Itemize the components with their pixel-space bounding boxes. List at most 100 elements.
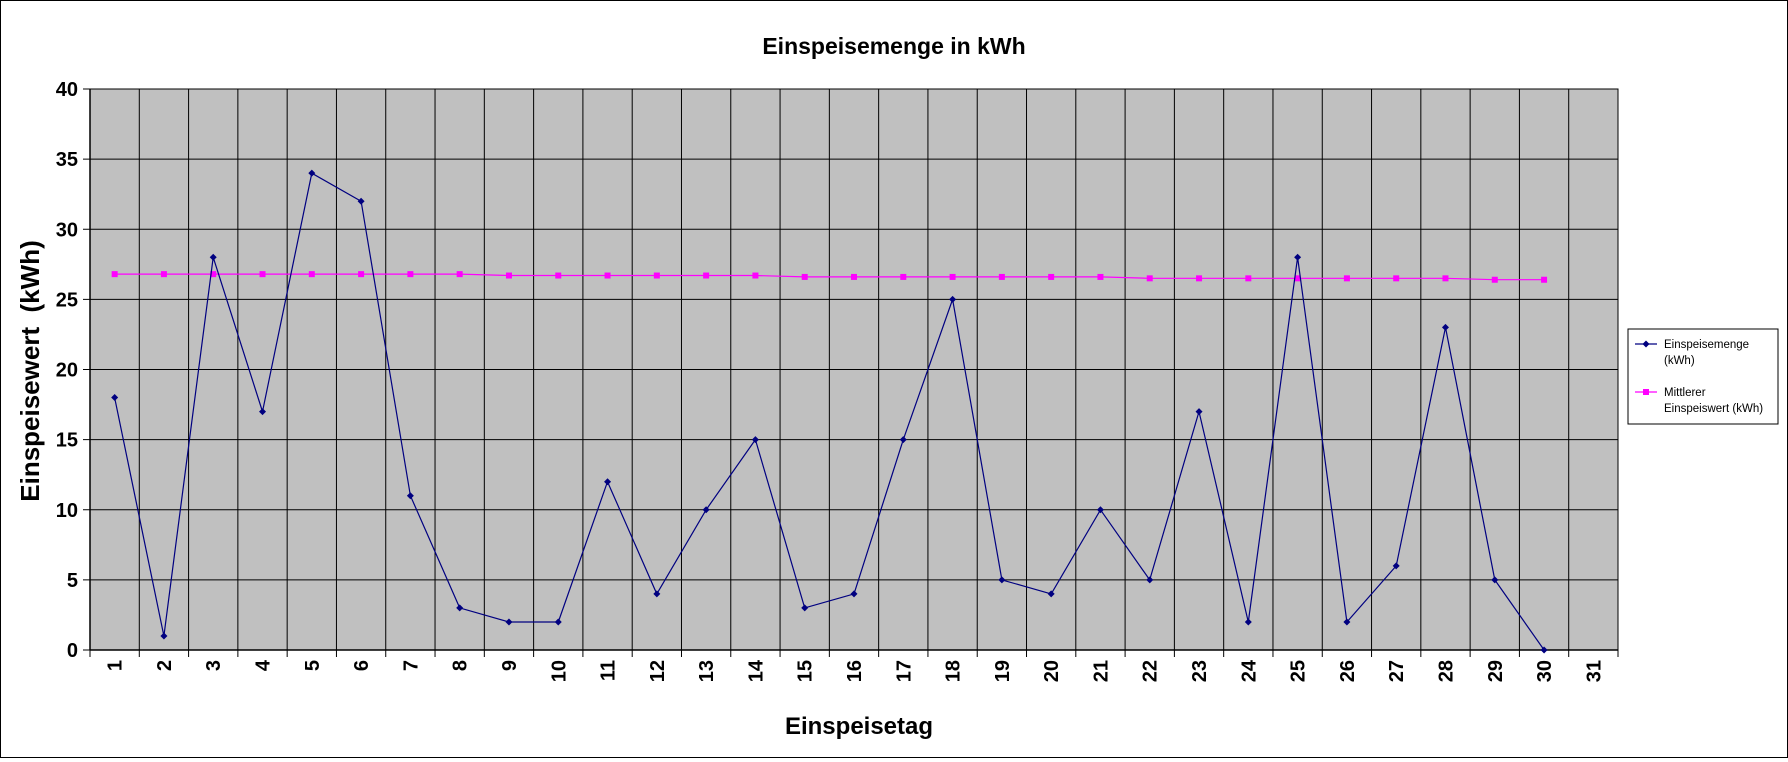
- data-point: [703, 272, 710, 279]
- x-tick-label: 14: [745, 659, 767, 682]
- legend-swatch-marker: [1642, 340, 1650, 348]
- data-point: [308, 169, 316, 177]
- axes: [83, 88, 1619, 657]
- x-tick-label: 19: [992, 660, 1014, 682]
- x-tick-label: 29: [1485, 660, 1507, 682]
- data-point: [1196, 275, 1203, 282]
- series-line: [114, 273, 1545, 281]
- data-point: [604, 272, 611, 279]
- series-layer: [111, 169, 1548, 654]
- y-tick-label: 10: [56, 500, 78, 522]
- legend-label: Einspeisemenge: [1664, 339, 1749, 351]
- data-point: [851, 273, 857, 280]
- legend-box: [1627, 328, 1779, 425]
- data-point: [899, 436, 907, 444]
- x-tick-label: 2: [154, 660, 176, 671]
- x-tick-label: 1: [105, 660, 127, 671]
- data-point: [1392, 562, 1400, 570]
- series-mittlerer-einspeiswert: [111, 271, 1548, 283]
- data-point: [702, 506, 710, 514]
- data-point: [801, 604, 809, 612]
- x-tick-label: 16: [844, 660, 866, 682]
- data-point: [1343, 618, 1351, 626]
- legend-label: (kWh): [1664, 355, 1695, 367]
- x-tick-label: 8: [450, 660, 472, 671]
- data-point: [1047, 590, 1055, 598]
- data-point: [259, 271, 266, 278]
- y-tick-label: 25: [56, 289, 78, 311]
- y-tick-label: 20: [56, 360, 78, 382]
- data-point: [604, 478, 612, 486]
- x-tick-label: 6: [351, 660, 373, 671]
- x-tick-label: 5: [302, 660, 324, 671]
- data-point: [949, 295, 957, 303]
- data-point: [1541, 276, 1548, 283]
- data-point: [407, 271, 414, 278]
- data-point: [1244, 618, 1252, 626]
- x-tick-label: 20: [1041, 660, 1063, 682]
- y-tick-label: 5: [67, 570, 78, 592]
- legend-entry: Mittlerer Einspeiswert (kWh): [1635, 387, 1763, 415]
- x-tick-label: 3: [203, 660, 225, 671]
- data-point: [160, 632, 168, 640]
- data-point: [1441, 323, 1449, 331]
- data-point: [358, 271, 365, 278]
- data-point: [752, 272, 759, 279]
- data-point: [259, 408, 267, 416]
- y-tick-label: 15: [56, 430, 78, 452]
- data-point: [850, 590, 858, 598]
- data-point: [160, 271, 167, 278]
- series-line: [114, 172, 1545, 651]
- legend-entry: Einspeisemenge (kWh): [1635, 339, 1749, 367]
- data-point: [949, 273, 956, 280]
- x-tick-label: 12: [647, 660, 669, 682]
- x-tick-label: 23: [1189, 660, 1211, 682]
- data-point: [1048, 273, 1055, 280]
- legend-label: Einspeiswert (kWh): [1664, 403, 1763, 415]
- x-tick-label: 26: [1337, 660, 1359, 682]
- data-point: [1491, 576, 1499, 584]
- data-point: [505, 618, 513, 626]
- data-point: [554, 618, 562, 626]
- x-tick-label: 7: [400, 660, 422, 671]
- data-point: [111, 394, 119, 402]
- data-point: [751, 436, 759, 444]
- data-point: [998, 273, 1005, 280]
- chart-title: Einspeisemenge in kWh: [762, 33, 1025, 59]
- data-point: [1294, 253, 1302, 261]
- data-point: [653, 272, 660, 279]
- legend: Einspeisemenge (kWh) Mittlerer Einspeiswert…: [1627, 328, 1779, 425]
- x-tick-label: 25: [1288, 660, 1310, 682]
- y-tick-label: 30: [56, 219, 78, 241]
- data-point: [505, 272, 512, 279]
- legend-swatch-marker: [1643, 389, 1649, 395]
- data-point: [1146, 275, 1153, 282]
- x-tick-label: 28: [1435, 660, 1457, 682]
- data-point: [456, 604, 464, 612]
- x-tick-label: 9: [499, 660, 521, 671]
- x-tick-label: 21: [1090, 660, 1112, 682]
- x-tick-label: 31: [1583, 660, 1605, 682]
- x-tick-label: 24: [1238, 659, 1260, 682]
- data-point: [209, 253, 217, 261]
- y-tick-label: 40: [56, 79, 78, 101]
- x-tick-label: 15: [795, 660, 817, 682]
- x-tick-label: 27: [1386, 660, 1408, 682]
- data-point: [1343, 275, 1350, 282]
- data-point: [1540, 646, 1548, 654]
- x-tick-label: 17: [893, 660, 915, 682]
- data-point: [801, 273, 808, 280]
- data-point: [210, 271, 217, 278]
- data-point: [998, 576, 1006, 584]
- y-tick-label: 0: [67, 640, 78, 662]
- data-point: [555, 272, 562, 279]
- legend-items: Einspeisemenge (kWh) Mittlerer Einspeiswert…: [1635, 339, 1763, 415]
- data-point: [1195, 408, 1203, 416]
- data-point: [1393, 275, 1400, 282]
- data-point: [1096, 506, 1104, 514]
- x-tick-label: 22: [1140, 660, 1162, 682]
- x-tick-label: 13: [696, 660, 718, 682]
- data-point: [1442, 275, 1449, 282]
